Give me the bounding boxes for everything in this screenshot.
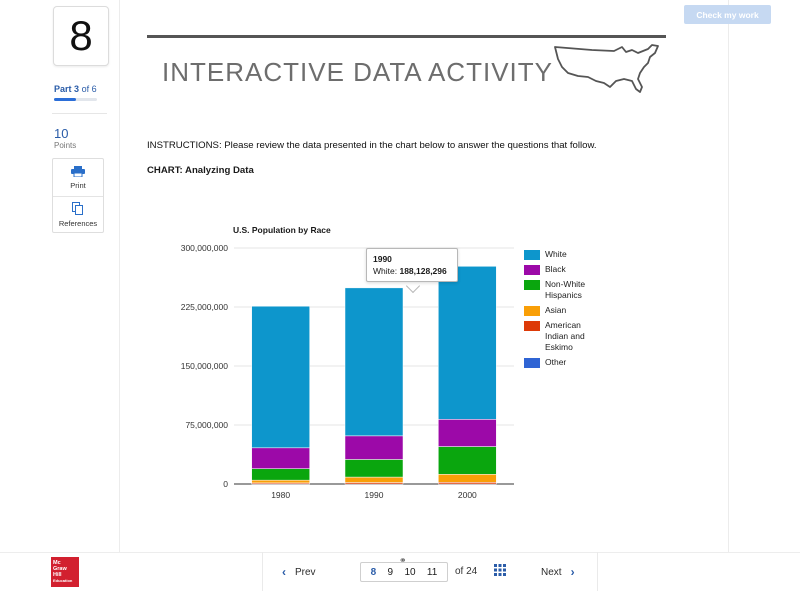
chart-legend: White Black Non-White Hispanics Asian Americ…: [524, 249, 614, 372]
page-11[interactable]: 11: [426, 566, 438, 578]
page-10[interactable]: 10: [404, 566, 416, 578]
y-tick-label: 75,000,000: [185, 420, 228, 430]
y-tick-label: 150,000,000: [181, 361, 229, 371]
legend-item[interactable]: Non-White Hispanics: [524, 279, 614, 301]
bar-black-1990[interactable]: [344, 435, 404, 460]
print-button[interactable]: Print: [53, 159, 103, 196]
page-total: of 24: [455, 566, 477, 577]
y-tick-label: 300,000,000: [181, 243, 229, 253]
page-8[interactable]: 8: [370, 566, 377, 578]
next-label: Next: [541, 566, 562, 578]
bar-non-white-hispanics-1990[interactable]: [344, 459, 404, 478]
legend-swatch: [524, 321, 540, 331]
next-button[interactable]: Next ›: [541, 565, 575, 579]
x-tick-label: 1980: [271, 490, 290, 500]
title-rule: [147, 35, 666, 38]
legend-label: Asian: [545, 305, 567, 315]
of-label: of: [455, 566, 464, 577]
legend-item[interactable]: American Indian and Eskimo: [524, 320, 614, 353]
prev-label: Prev: [295, 566, 316, 578]
y-tick-label: 225,000,000: [181, 302, 229, 312]
bar-white-2000[interactable]: [438, 266, 497, 420]
page-title: INTERACTIVE DATA ACTIVITY: [162, 57, 553, 87]
part-current: 3: [74, 84, 80, 94]
grid-view-icon[interactable]: [494, 564, 506, 576]
link-icon: ⚭: [399, 555, 407, 565]
points-value: 10: [54, 126, 69, 141]
legend-swatch: [524, 280, 540, 290]
tooltip-value: 188,128,296: [399, 266, 447, 276]
legend-label: Black: [545, 264, 566, 274]
references-icon: [72, 202, 83, 215]
page-selector: 8 9 10 11: [360, 562, 448, 582]
tooltip-label: White:: [373, 266, 398, 276]
check-my-work-button[interactable]: Check my work: [684, 5, 771, 24]
legend-label: American Indian and Eskimo: [545, 320, 585, 352]
chevron-left-icon: ‹: [282, 565, 286, 579]
tooltip-year: 1990: [373, 254, 392, 264]
legend-item[interactable]: Black: [524, 264, 614, 275]
legend-item[interactable]: White: [524, 249, 614, 260]
rail-divider: [52, 113, 107, 114]
tools-panel: Print References: [52, 158, 104, 233]
prev-button[interactable]: ‹ Prev: [282, 565, 316, 579]
part-indicator: Part 3 of 6: [54, 84, 97, 94]
question-number: 8: [53, 6, 109, 66]
bar-asian-1980[interactable]: [251, 479, 310, 484]
legend-label: Non-White Hispanics: [545, 279, 586, 300]
page-9[interactable]: 9: [387, 566, 394, 578]
part-progress-fill: [54, 98, 76, 101]
us-map-icon: [554, 44, 659, 93]
bar-non-white-hispanics-1980[interactable]: [251, 468, 310, 481]
bar-asian-2000[interactable]: [438, 474, 497, 483]
legend-item[interactable]: Asian: [524, 305, 614, 316]
chart-title: U.S. Population by Race: [233, 225, 331, 235]
chart-tooltip: 1990 White: 188,128,296: [366, 248, 458, 282]
bar-white-1990[interactable]: [344, 287, 404, 437]
pager-area: [262, 552, 598, 591]
print-label: Print: [70, 180, 86, 190]
bar-non-white-hispanics-2000[interactable]: [438, 446, 497, 475]
chart-label: CHART: Analyzing Data: [147, 165, 254, 176]
left-rail-divider: [119, 0, 120, 552]
legend-swatch: [524, 265, 540, 275]
bar-white-1980[interactable]: [251, 305, 310, 449]
legend-swatch: [524, 358, 540, 368]
part-progress-bar: [54, 98, 97, 101]
chevron-right-icon: ›: [570, 565, 575, 579]
bar-black-2000[interactable]: [438, 419, 497, 447]
legend-swatch: [524, 306, 540, 316]
right-rail-divider: [728, 0, 729, 552]
bar-black-1980[interactable]: [251, 447, 310, 469]
points-label: Points: [54, 141, 77, 150]
total-pages: 24: [466, 566, 478, 577]
legend-label: Other: [545, 357, 567, 367]
instructions-text: INSTRUCTIONS: Please review the data pre…: [147, 140, 597, 151]
y-tick-label: 0: [223, 479, 228, 489]
printer-icon: [71, 165, 85, 177]
legend-label: White: [545, 249, 567, 259]
legend-item[interactable]: Other: [524, 357, 614, 368]
references-label: References: [58, 219, 98, 228]
mcgraw-hill-logo: Mc Graw Hill Education: [51, 557, 79, 587]
part-of: of 6: [81, 84, 97, 94]
bar-asian-1990[interactable]: [344, 476, 404, 483]
x-tick-label: 2000: [458, 490, 477, 500]
population-chart: 0 75,000,000 150,000,000 225,000,000 300,000…: [181, 243, 514, 500]
legend-swatch: [524, 250, 540, 260]
part-word: Part: [54, 84, 72, 94]
references-button[interactable]: References: [53, 196, 103, 233]
x-tick-label: 1990: [365, 490, 384, 500]
bottom-bar: [0, 552, 800, 591]
